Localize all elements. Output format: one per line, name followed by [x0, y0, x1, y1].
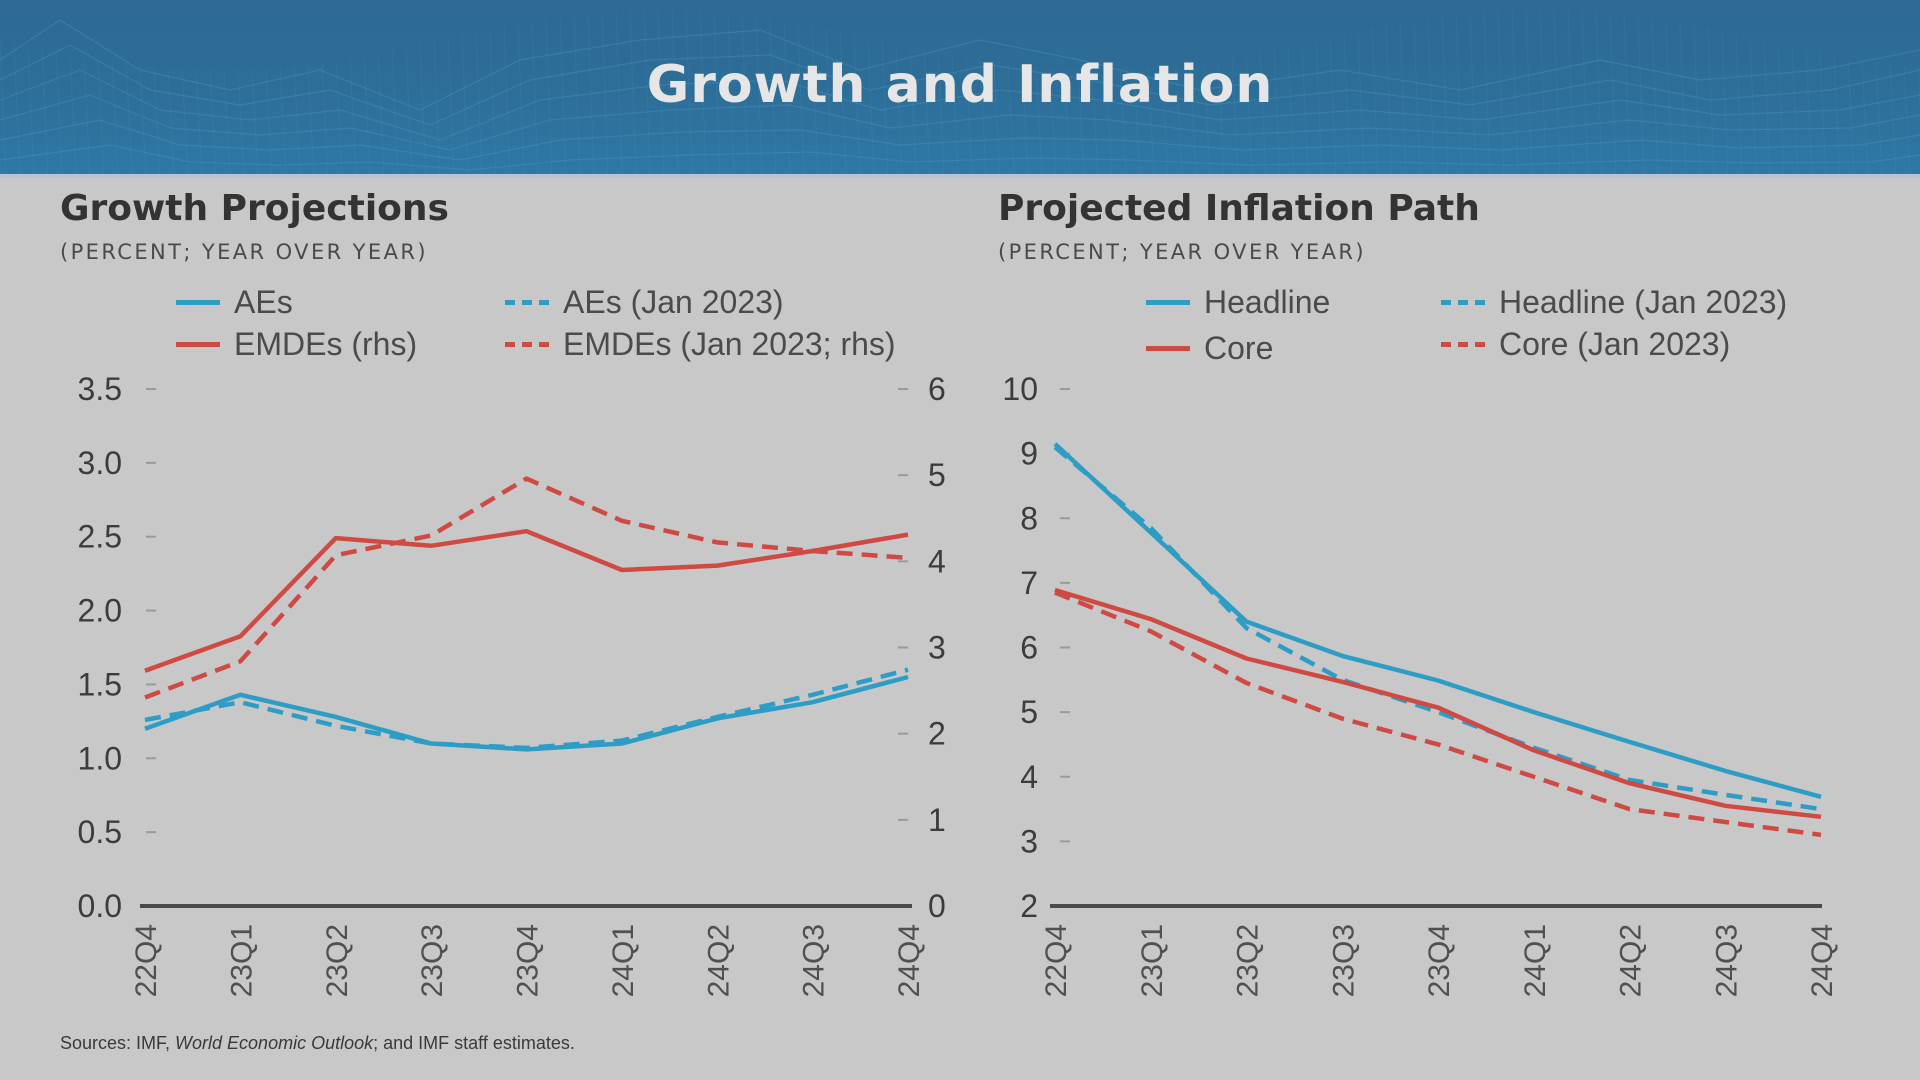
legend-item-headline-jan-2023: Headline (Jan 2023)	[1441, 284, 1787, 321]
x-axis-tick-label: 24Q2	[702, 924, 735, 997]
source-suffix: ; and IMF staff estimates.	[373, 1033, 575, 1053]
y-axis-left-tick-label: 2	[1020, 888, 1038, 924]
x-axis-tick-label: 24Q1	[1519, 924, 1552, 997]
y-axis-left-tick-label: 3	[1020, 823, 1038, 859]
legend-label: Core (Jan 2023)	[1499, 326, 1731, 362]
x-axis-tick-label: 23Q3	[1327, 924, 1360, 997]
legend-label: AEs (Jan 2023)	[563, 284, 784, 320]
legend-swatch-dashed-blue	[505, 300, 549, 305]
legend-item-headline: Headline	[1146, 284, 1330, 321]
y-axis-left-tick-label: 2.5	[78, 519, 122, 555]
legend-item-aes: AEs	[176, 284, 293, 321]
x-axis-tick-label: 24Q3	[798, 924, 831, 997]
x-axis-tick-label: 23Q4	[512, 924, 545, 997]
legend-item-core-jan-2023: Core (Jan 2023)	[1441, 326, 1730, 363]
inflation-chart-title: Projected Inflation Path	[998, 188, 1480, 229]
legend-label: AEs	[234, 284, 293, 320]
x-axis-tick-label: 23Q1	[225, 924, 258, 997]
x-axis-tick-label: 23Q4	[1423, 924, 1456, 997]
legend-label: EMDEs (rhs)	[234, 326, 418, 362]
legend-swatch-dashed-red	[1441, 342, 1485, 347]
legend-swatch-solid-blue	[1146, 300, 1190, 305]
legend-label: Core	[1204, 330, 1274, 366]
legend-swatch-dashed-blue	[1441, 300, 1485, 305]
growth-chart-subtitle: (PERCENT; YEAR OVER YEAR)	[60, 240, 428, 264]
y-axis-left-tick-label: 0.5	[78, 814, 122, 850]
x-axis-tick-label: 24Q1	[607, 924, 640, 997]
y-axis-left-tick-label: 3.5	[78, 371, 122, 407]
series-line-core-jan-2023	[1054, 590, 1822, 838]
y-axis-left-tick-label: 1.0	[78, 740, 122, 776]
page-title: Growth and Inflation	[646, 55, 1274, 115]
legend-label: EMDEs (Jan 2023; rhs)	[563, 326, 896, 362]
legend-item-emdes-jan-2023: EMDEs (Jan 2023; rhs)	[505, 326, 896, 363]
x-axis-tick-label: 23Q2	[321, 924, 354, 997]
y-axis-right-tick-label: 1	[928, 802, 946, 838]
y-axis-right-tick-label: 3	[928, 630, 946, 666]
y-axis-left-tick-label: 0.0	[78, 888, 122, 924]
x-axis-tick-label: 22Q4	[1040, 924, 1073, 997]
legend-swatch-solid-blue	[176, 300, 220, 305]
x-axis-tick-label: 23Q2	[1232, 924, 1265, 997]
y-axis-left-tick-label: 4	[1020, 759, 1038, 795]
y-axis-right-tick-label: 6	[928, 371, 946, 407]
inflation-chart-subtitle: (PERCENT; YEAR OVER YEAR)	[998, 240, 1366, 264]
growth-chart-title: Growth Projections	[60, 188, 449, 229]
series-line-headline	[1053, 442, 1822, 799]
x-axis-tick-label: 24Q4	[1806, 924, 1839, 997]
legend-swatch-solid-red	[1146, 346, 1190, 351]
series-line-aes-jan-2023	[144, 667, 909, 751]
x-axis-tick-label: 23Q1	[1136, 924, 1169, 997]
y-axis-right-tick-label: 4	[928, 543, 946, 579]
y-axis-left-tick-label: 8	[1020, 500, 1038, 536]
legend-swatch-solid-red	[176, 342, 220, 347]
title-banner: Growth and Inflation	[0, 0, 1920, 176]
legend-swatch-dashed-red	[505, 342, 549, 347]
y-axis-left-tick-label: 5	[1020, 694, 1038, 730]
wireframe-background-decoration	[0, 9, 1920, 176]
x-axis-tick-label: 22Q4	[130, 924, 163, 997]
legend-label: Headline (Jan 2023)	[1499, 284, 1788, 320]
y-axis-left-tick-label: 2.0	[78, 593, 122, 629]
y-axis-right-tick-label: 0	[928, 888, 946, 924]
y-axis-right-tick-label: 2	[928, 716, 946, 752]
y-axis-left-tick-label: 10	[1002, 371, 1038, 407]
y-axis-left-tick-label: 1.5	[78, 666, 122, 702]
x-axis-tick-label: 24Q3	[1710, 924, 1743, 997]
y-axis-right-tick-label: 5	[928, 457, 946, 493]
y-axis-left-tick-label: 3.0	[78, 445, 122, 481]
y-axis-left-tick-label: 7	[1020, 565, 1038, 601]
legend-item-aes-jan-2023: AEs (Jan 2023)	[505, 284, 784, 321]
series-line-emdes-jan-2023-rhs	[144, 476, 909, 700]
x-axis-tick-label: 23Q3	[416, 924, 449, 997]
x-axis-tick-label: 24Q2	[1615, 924, 1648, 997]
source-publication: World Economic Outlook	[175, 1033, 374, 1053]
banner-divider	[0, 174, 1920, 178]
source-note: Sources: IMF, World Economic Outlook; an…	[60, 1033, 575, 1054]
series-line-aes	[144, 674, 909, 752]
series-line-emdes-rhs	[144, 528, 909, 673]
x-axis-tick-label: 24Q4	[893, 924, 926, 997]
legend-item-emdes: EMDEs (rhs)	[176, 326, 417, 363]
series-line-core	[1054, 587, 1822, 820]
source-prefix: Sources: IMF,	[60, 1033, 176, 1053]
y-axis-left-tick-label: 6	[1020, 630, 1038, 666]
legend-item-core: Core	[1146, 330, 1273, 367]
legend-label: Headline	[1204, 284, 1331, 320]
y-axis-left-tick-label: 9	[1020, 436, 1038, 472]
